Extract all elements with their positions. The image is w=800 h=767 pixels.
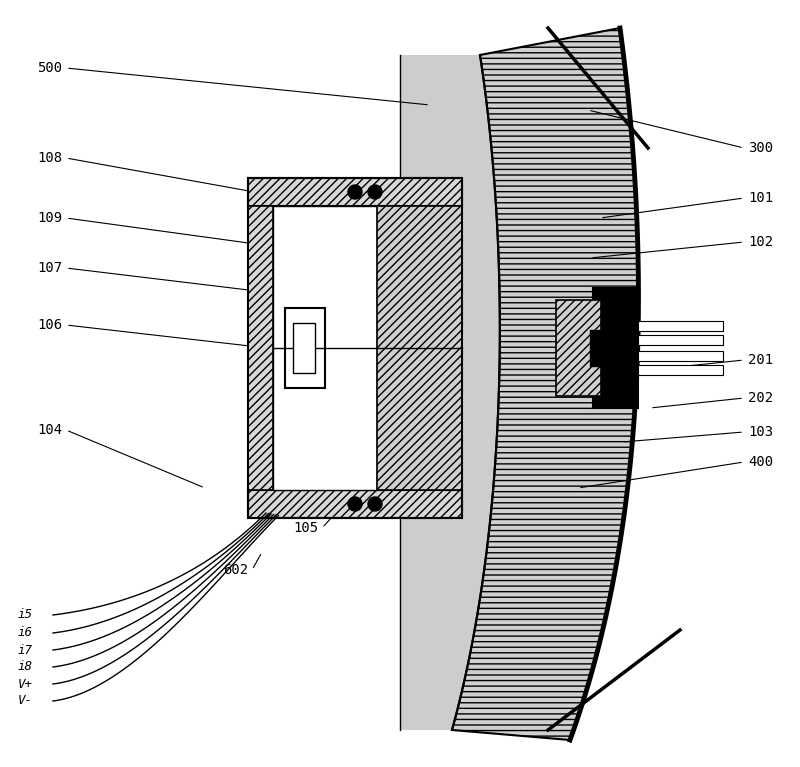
Text: i6: i6 [18, 627, 33, 640]
Bar [293, 323, 315, 373]
Bar [285, 308, 325, 388]
Text: 602: 602 [223, 563, 248, 577]
Text: 201: 201 [748, 353, 773, 367]
Text: 500: 500 [37, 61, 62, 75]
Circle shape [348, 185, 362, 199]
Bar [590, 330, 606, 366]
Bar [273, 206, 377, 490]
Text: 106: 106 [37, 318, 62, 332]
Text: V-: V- [18, 694, 33, 707]
Polygon shape [400, 55, 500, 730]
Text: 109: 109 [37, 211, 62, 225]
Circle shape [368, 185, 382, 199]
Text: 101: 101 [748, 191, 773, 205]
Polygon shape [452, 28, 638, 740]
Bar [593, 288, 638, 408]
Bar [377, 206, 462, 490]
Text: 104: 104 [37, 423, 62, 437]
Text: 107: 107 [37, 261, 62, 275]
Bar [556, 300, 601, 396]
Text: 103: 103 [748, 425, 773, 439]
Bar [638, 335, 723, 345]
Circle shape [368, 497, 382, 511]
Text: i5: i5 [18, 608, 33, 621]
Text: V+: V+ [18, 677, 33, 690]
Bar [248, 178, 462, 206]
Bar [638, 351, 723, 361]
Text: 202: 202 [748, 391, 773, 405]
Bar [638, 321, 723, 331]
Bar [248, 206, 273, 490]
Text: i7: i7 [18, 644, 33, 657]
Circle shape [348, 497, 362, 511]
Text: 300: 300 [748, 141, 773, 155]
Text: i8: i8 [18, 660, 33, 673]
Text: 108: 108 [37, 151, 62, 165]
Bar [638, 365, 723, 375]
Bar [248, 490, 462, 518]
Text: 102: 102 [748, 235, 773, 249]
Text: 105: 105 [293, 521, 318, 535]
Text: 400: 400 [748, 455, 773, 469]
